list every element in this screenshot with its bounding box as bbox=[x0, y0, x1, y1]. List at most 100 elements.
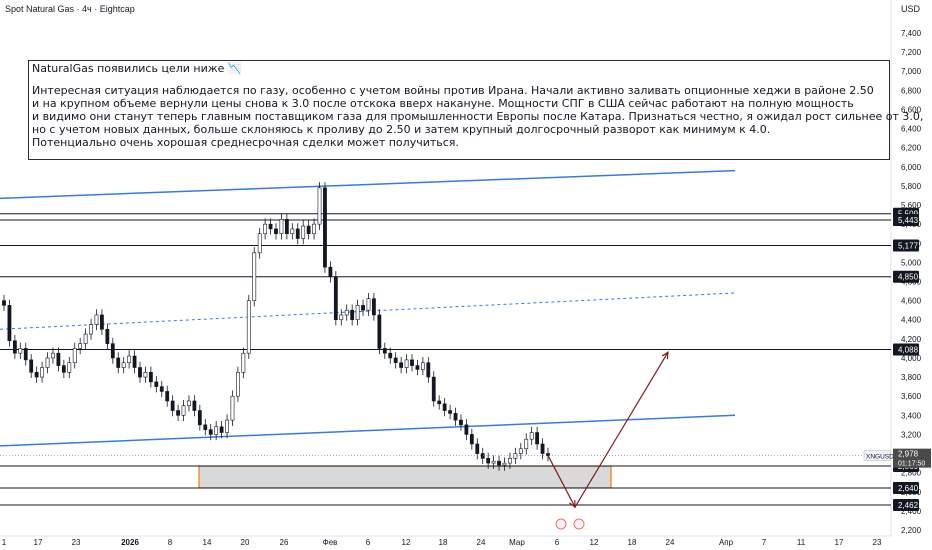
candle-body bbox=[138, 367, 142, 378]
candle-body bbox=[116, 357, 121, 368]
note-line: и видимо они станут теперь главным поста… bbox=[32, 110, 924, 123]
trend-line[interactable] bbox=[0, 414, 736, 447]
candle-body bbox=[469, 434, 474, 445]
analysis-note-text: NaturalGas появились цели ниже 📉 Интерес… bbox=[32, 62, 924, 149]
candle-body bbox=[12, 340, 17, 354]
target-zone[interactable] bbox=[198, 465, 612, 489]
candle-body bbox=[241, 352, 246, 373]
candle-body bbox=[279, 219, 284, 235]
trend-lines[interactable] bbox=[0, 169, 736, 447]
candle-body bbox=[23, 348, 28, 361]
level-price-tag-bg bbox=[893, 498, 919, 511]
chart-title: Spot Natural Gas · 4ч · Eightcap bbox=[5, 4, 135, 14]
projection-path[interactable] bbox=[547, 351, 669, 509]
price-tick-label: 2,200 bbox=[901, 526, 922, 535]
candle-body bbox=[170, 400, 175, 411]
demand-zone-rect[interactable] bbox=[198, 465, 612, 489]
candle-body bbox=[540, 443, 545, 454]
level-price-tag: 5,177 bbox=[898, 241, 919, 250]
candle-body bbox=[203, 424, 208, 430]
time-tick-label: 26 bbox=[280, 538, 289, 547]
current-price-tag: 2,978 bbox=[898, 450, 919, 459]
price-tick-label: 7,400 bbox=[901, 29, 922, 38]
symbol-tag: XNGUSD bbox=[866, 454, 894, 461]
candle-body bbox=[72, 348, 77, 364]
candle-body bbox=[284, 219, 289, 235]
candle-body bbox=[410, 359, 414, 366]
candle-body bbox=[148, 371, 153, 383]
event-markers[interactable] bbox=[555, 518, 585, 530]
time-tick-label: Мар bbox=[509, 538, 525, 547]
candle-body bbox=[508, 458, 512, 464]
candle-body bbox=[154, 381, 159, 387]
candle-body bbox=[268, 223, 273, 230]
note-title: NaturalGas появились цели ниже 📉 bbox=[32, 62, 892, 75]
candle-body bbox=[442, 403, 447, 411]
candle-body bbox=[448, 410, 452, 414]
time-tick-label: 8 bbox=[168, 538, 173, 547]
level-price-tag-bg bbox=[893, 481, 919, 494]
price-tick-label: 6,800 bbox=[901, 86, 922, 95]
candle-body bbox=[372, 298, 376, 316]
candle-body bbox=[252, 252, 257, 301]
price-tick-label: 4,600 bbox=[901, 297, 922, 306]
trend-line[interactable] bbox=[0, 292, 736, 330]
horizontal-levels[interactable] bbox=[0, 213, 891, 506]
candle-body bbox=[306, 225, 311, 235]
candle-body bbox=[29, 359, 34, 373]
candle-body bbox=[366, 298, 371, 311]
current-price-tag-bg bbox=[893, 448, 931, 468]
symbol-tag-bg bbox=[863, 450, 891, 461]
candle-body bbox=[208, 429, 213, 435]
price-tags: 5,5095,4435,1774,8504,0882,8692,6402,462… bbox=[0, 207, 931, 511]
candle-body bbox=[453, 413, 458, 421]
analysis-note[interactable] bbox=[28, 60, 890, 160]
candle-body bbox=[344, 309, 349, 316]
price-tick-label: 5,800 bbox=[901, 182, 922, 191]
level-price-tag: 2,640 bbox=[898, 484, 919, 493]
candle-body bbox=[78, 343, 83, 349]
candle-body bbox=[263, 223, 268, 235]
price-tick-label: 4,200 bbox=[901, 335, 922, 344]
candle-body bbox=[524, 438, 529, 450]
candle-body bbox=[18, 348, 23, 354]
time-axis[interactable]: 1 17 23 2026 8 14 20 26 Фев 6 12 18 24 Мар 6 12 18 24 Апр 7… bbox=[2, 538, 882, 547]
candle-body bbox=[393, 357, 398, 364]
candle-body bbox=[51, 352, 55, 359]
price-tick-label: 7,200 bbox=[901, 48, 922, 57]
time-tick-label: 17 bbox=[34, 538, 43, 547]
price-tick-label: 6,600 bbox=[901, 105, 922, 114]
time-tick-label: 14 bbox=[203, 538, 212, 547]
candle-body bbox=[214, 426, 219, 435]
price-tick-label: 2,400 bbox=[901, 507, 922, 516]
candle-body bbox=[464, 424, 469, 435]
time-tick-label: 23 bbox=[72, 538, 81, 547]
price-tick-label: 4,000 bbox=[901, 354, 922, 363]
candle-body bbox=[132, 355, 137, 368]
level-price-tag-bg bbox=[893, 270, 919, 283]
us-flag-icon[interactable] bbox=[555, 518, 567, 530]
level-price-tag-bg bbox=[893, 214, 919, 227]
level-price-tag-bg bbox=[893, 343, 919, 356]
candle-body bbox=[89, 324, 93, 335]
price-tick-label: 7,000 bbox=[901, 67, 922, 76]
candle-body bbox=[181, 405, 186, 416]
candle-body bbox=[105, 328, 110, 344]
bar-countdown: 01:17:50 bbox=[898, 461, 925, 468]
candle-body bbox=[94, 314, 99, 325]
candle-body bbox=[437, 400, 442, 405]
candle-body bbox=[56, 352, 61, 366]
time-tick-label: 23 bbox=[873, 538, 882, 547]
candle-body bbox=[518, 448, 523, 454]
trend-line[interactable] bbox=[0, 169, 736, 200]
candle-body bbox=[399, 362, 404, 368]
price-tick-label: 3,800 bbox=[901, 373, 922, 382]
us-flag-icon[interactable] bbox=[573, 518, 585, 530]
candle-body bbox=[236, 371, 240, 397]
time-tick-label: 20 bbox=[241, 538, 250, 547]
candle-body bbox=[165, 391, 170, 402]
candle-body bbox=[67, 362, 72, 373]
candle-body bbox=[317, 187, 322, 225]
price-tick-label: 6,400 bbox=[901, 125, 922, 134]
